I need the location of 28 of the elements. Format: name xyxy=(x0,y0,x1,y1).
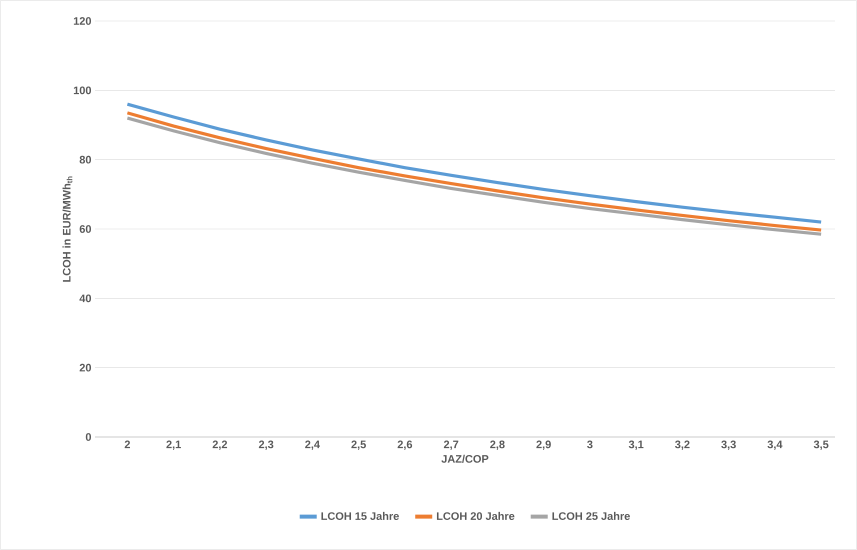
x-tick-label: 2 xyxy=(124,440,130,448)
y-tick-label: 20 xyxy=(80,364,92,372)
y-tick-label: 100 xyxy=(74,86,92,94)
y-tick-label: 60 xyxy=(80,225,92,233)
x-tick-label: 3,5 xyxy=(814,440,828,450)
x-tick-label: 2,3 xyxy=(258,440,274,450)
x-tick-label: 2,2 xyxy=(212,440,228,450)
x-tick-label: 2,1 xyxy=(166,440,181,450)
y-tick-label: 80 xyxy=(80,156,92,164)
y-axis-title: LCOH in EUR/MWh$_{th}$ xyxy=(62,176,72,282)
x-tick-label: 2,7 xyxy=(444,440,458,450)
y-tick-label: 40 xyxy=(79,294,92,302)
x-tick-label: 3,1 xyxy=(628,440,644,450)
legend-label: LCOH 15 Jahre xyxy=(321,512,399,520)
x-axis-title: JAZ/COP xyxy=(441,454,488,463)
x-tick-label: 3 xyxy=(587,440,593,448)
x-tick-label: 3,3 xyxy=(721,440,736,450)
x-tick-label: 2,5 xyxy=(351,440,366,450)
x-tick-label: 2,4 xyxy=(305,440,320,450)
y-tick-label: 0 xyxy=(86,433,92,441)
x-tick-label: 3,2 xyxy=(675,440,690,450)
x-tick-label: 3,4 xyxy=(768,440,782,450)
x-tick-label: 2,9 xyxy=(536,440,551,450)
y-tick-label: 120 xyxy=(74,17,92,25)
legend-label: LCOH 25 Jahre xyxy=(552,512,630,520)
x-tick-label: 2,6 xyxy=(398,440,412,450)
x-tick-label: 2,8 xyxy=(490,440,505,450)
legend-label: LCOH 20 Jahre xyxy=(436,512,514,520)
